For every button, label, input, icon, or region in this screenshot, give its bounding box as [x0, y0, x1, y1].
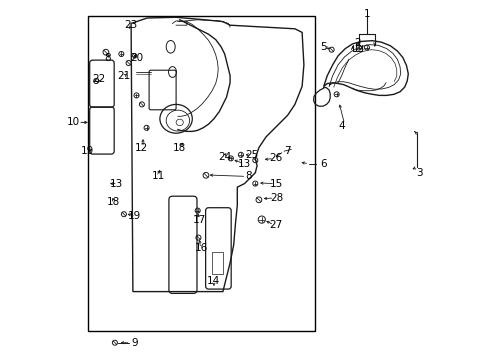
Text: 5: 5 — [320, 42, 326, 52]
Bar — [212, 252, 223, 274]
Text: 27: 27 — [269, 220, 282, 230]
Text: 7: 7 — [284, 146, 290, 156]
Text: 4: 4 — [338, 121, 345, 131]
Text: 13: 13 — [110, 179, 123, 189]
Text: 14: 14 — [207, 276, 220, 286]
Text: 12: 12 — [135, 143, 148, 153]
Text: 19: 19 — [81, 146, 94, 156]
Text: 26: 26 — [269, 153, 282, 163]
Text: 6: 6 — [320, 159, 326, 169]
Text: 15: 15 — [270, 179, 283, 189]
Text: 19: 19 — [128, 211, 141, 221]
Text: 22: 22 — [92, 74, 105, 84]
Text: 20: 20 — [130, 53, 143, 63]
Text: 2: 2 — [354, 38, 361, 48]
Text: 8: 8 — [104, 53, 111, 63]
Text: 18: 18 — [106, 197, 120, 207]
Text: 9: 9 — [131, 338, 138, 348]
Text: 11: 11 — [151, 171, 164, 181]
Text: 21: 21 — [117, 71, 130, 81]
Text: 23: 23 — [124, 20, 138, 30]
Text: 8: 8 — [244, 171, 251, 181]
Text: 24: 24 — [218, 152, 231, 162]
Text: 13: 13 — [237, 159, 251, 169]
Bar — [88, 16, 314, 331]
Text: 25: 25 — [244, 150, 258, 160]
Text: 1: 1 — [363, 9, 369, 19]
Text: 16: 16 — [194, 243, 207, 253]
Text: 18: 18 — [173, 143, 186, 153]
Text: 17: 17 — [192, 215, 206, 225]
Text: 28: 28 — [270, 193, 283, 203]
Text: 3: 3 — [415, 168, 422, 178]
Text: 10: 10 — [67, 117, 80, 127]
